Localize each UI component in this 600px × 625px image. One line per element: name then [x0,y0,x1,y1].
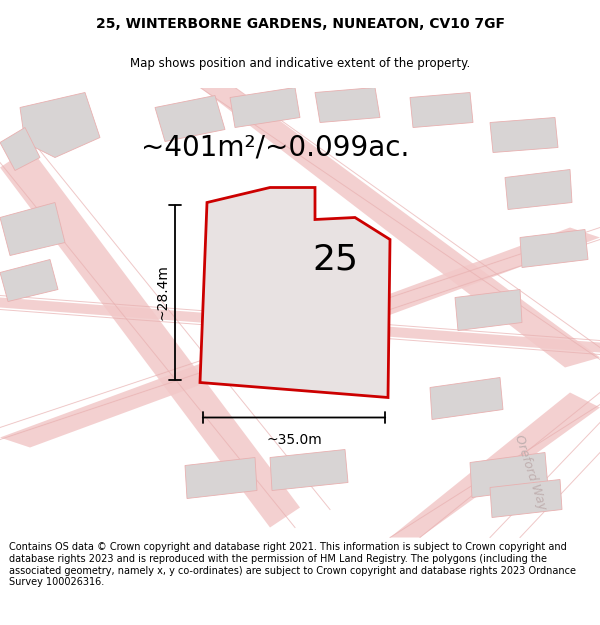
Text: ~28.4m: ~28.4m [156,264,170,321]
Polygon shape [200,188,390,398]
Polygon shape [20,92,100,158]
Polygon shape [0,148,300,528]
Text: Oreford Way: Oreford Way [512,433,548,512]
Polygon shape [0,298,600,352]
Text: Contains OS data © Crown copyright and database right 2021. This information is : Contains OS data © Crown copyright and d… [9,542,576,587]
Polygon shape [0,259,58,301]
Text: 25, WINTERBORNE GARDENS, NUNEATON, CV10 7GF: 25, WINTERBORNE GARDENS, NUNEATON, CV10 … [95,17,505,31]
Text: ~35.0m: ~35.0m [266,432,322,446]
Polygon shape [490,479,562,518]
Polygon shape [0,127,40,171]
Polygon shape [505,169,572,209]
Polygon shape [410,92,473,128]
Polygon shape [470,452,548,498]
Polygon shape [520,229,588,268]
Text: ~401m²/~0.099ac.: ~401m²/~0.099ac. [141,134,409,161]
Polygon shape [155,96,225,141]
Polygon shape [270,449,348,491]
Polygon shape [430,378,503,419]
Polygon shape [0,202,65,256]
Text: Map shows position and indicative extent of the property.: Map shows position and indicative extent… [130,57,470,70]
Polygon shape [315,88,380,122]
Polygon shape [185,458,257,499]
Polygon shape [0,228,600,448]
Polygon shape [455,289,522,331]
Polygon shape [390,392,600,538]
Polygon shape [230,88,300,128]
Polygon shape [200,88,600,367]
Polygon shape [490,118,558,152]
Text: 25: 25 [312,242,358,276]
